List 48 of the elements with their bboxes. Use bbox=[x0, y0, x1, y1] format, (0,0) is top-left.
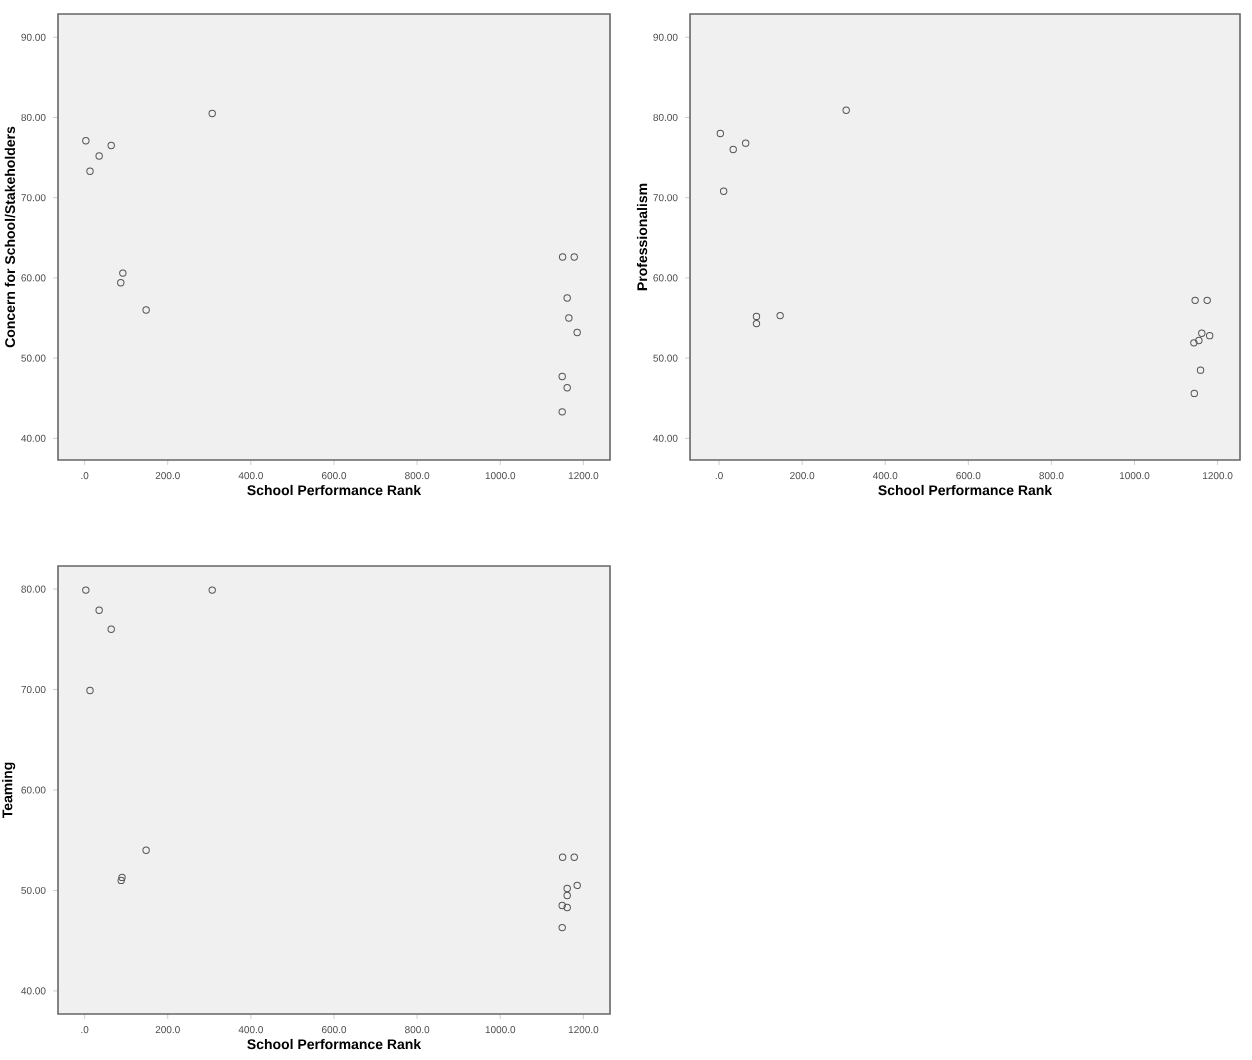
point bbox=[117, 876, 125, 885]
point bbox=[752, 312, 761, 321]
point bbox=[563, 384, 571, 392]
point bbox=[563, 294, 571, 302]
point bbox=[1203, 296, 1211, 305]
point bbox=[82, 586, 90, 594]
point bbox=[118, 873, 126, 882]
point bbox=[117, 279, 125, 287]
point bbox=[776, 311, 784, 320]
point bbox=[570, 253, 578, 261]
point bbox=[1196, 366, 1205, 374]
point bbox=[573, 328, 581, 337]
point bbox=[558, 253, 567, 261]
point bbox=[558, 408, 566, 416]
point bbox=[208, 109, 216, 118]
point bbox=[558, 901, 566, 910]
point bbox=[752, 319, 761, 328]
point bbox=[563, 891, 571, 900]
point bbox=[86, 686, 94, 695]
point bbox=[729, 145, 737, 154]
point bbox=[563, 903, 571, 912]
point bbox=[1205, 331, 1214, 340]
point bbox=[558, 853, 567, 861]
point bbox=[719, 187, 728, 195]
point bbox=[86, 167, 94, 175]
point bbox=[82, 137, 90, 145]
point bbox=[842, 106, 850, 114]
point bbox=[142, 846, 150, 854]
point bbox=[95, 606, 103, 614]
point bbox=[107, 625, 115, 633]
point bbox=[563, 884, 571, 893]
point bbox=[208, 586, 216, 594]
point bbox=[1191, 296, 1199, 305]
point bbox=[558, 923, 566, 932]
point bbox=[95, 152, 103, 160]
point bbox=[716, 129, 725, 138]
point bbox=[558, 372, 566, 381]
point bbox=[741, 139, 750, 147]
point bbox=[573, 881, 581, 890]
point bbox=[570, 853, 578, 861]
point bbox=[1198, 329, 1206, 337]
point bbox=[119, 269, 127, 277]
point bbox=[107, 141, 115, 150]
point bbox=[565, 314, 573, 322]
point bbox=[1190, 339, 1198, 347]
point bbox=[1190, 389, 1199, 398]
point bbox=[1195, 336, 1203, 345]
point bbox=[142, 306, 150, 314]
